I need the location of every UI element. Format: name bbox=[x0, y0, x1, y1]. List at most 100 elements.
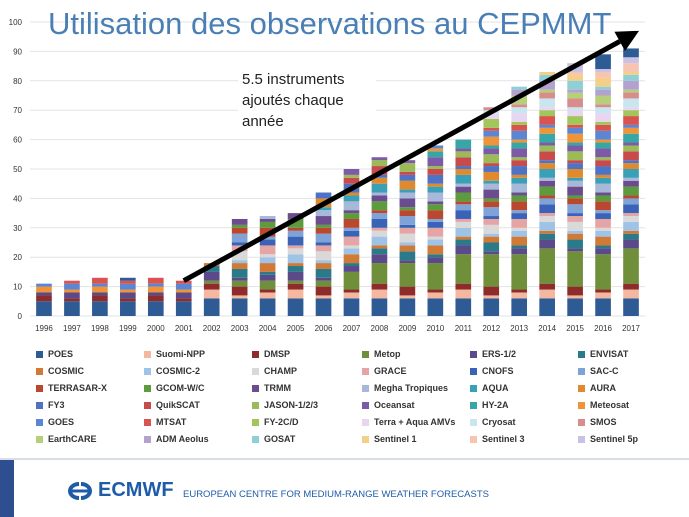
bar-segment-2015 bbox=[567, 151, 583, 161]
bar-segment-2006 bbox=[315, 298, 332, 316]
bar-segment-2012 bbox=[483, 254, 500, 287]
bar-segment-1997 bbox=[64, 298, 80, 302]
bar-segment-2002 bbox=[203, 271, 220, 281]
legend-item: EarthCARE bbox=[36, 434, 97, 444]
bar-segment-2017 bbox=[623, 63, 639, 72]
bar-segment-2009 bbox=[399, 210, 416, 217]
bar-segment-2015 bbox=[567, 251, 583, 287]
bar-segment-2016 bbox=[595, 177, 611, 184]
bar-segment-2013 bbox=[511, 157, 528, 161]
bar-segment-2010 bbox=[427, 257, 444, 264]
bar-segment-2015 bbox=[567, 71, 583, 75]
bar-segment-2017 bbox=[623, 221, 639, 231]
bar-segment-2015 bbox=[567, 169, 583, 178]
bar-segment-2015 bbox=[567, 295, 583, 299]
bar-segment-2012 bbox=[483, 207, 500, 217]
legend-item: AQUA bbox=[470, 383, 509, 393]
legend-item: TRMM bbox=[252, 383, 291, 393]
bar-segment-2014 bbox=[539, 216, 555, 222]
bar-segment-2016 bbox=[595, 89, 611, 96]
bar-segment-2010 bbox=[427, 174, 444, 184]
bar-segment-2015 bbox=[567, 239, 583, 249]
x-tick-label: 2017 bbox=[622, 324, 640, 333]
bar-segment-2007 bbox=[343, 271, 360, 290]
bar-segment-2011 bbox=[455, 201, 472, 205]
bar-segment-2012 bbox=[483, 233, 500, 237]
bar-segment-2017 bbox=[623, 92, 639, 99]
bar-segment-2013 bbox=[511, 183, 528, 193]
bar-segment-2016 bbox=[595, 142, 611, 149]
legend-swatch bbox=[144, 436, 151, 444]
bar-segment-2015 bbox=[567, 186, 583, 196]
legend-item: DMSP bbox=[252, 349, 290, 359]
bar-segment-2007 bbox=[343, 236, 360, 246]
legend-label: JASON-1/2/3 bbox=[264, 400, 319, 410]
bar-segment-2008 bbox=[371, 183, 388, 193]
bar-segment-2017 bbox=[623, 239, 639, 249]
bar-segment-2014 bbox=[539, 195, 555, 199]
legend-label: Meteosat bbox=[590, 400, 630, 410]
bar-segment-2013 bbox=[511, 174, 528, 178]
y-tick-label: 10 bbox=[13, 283, 22, 292]
legend-item: GRACE bbox=[362, 366, 407, 376]
bar-segment-2002 bbox=[203, 298, 220, 316]
bar-segment-2006 bbox=[315, 280, 332, 287]
bar-segment-2001 bbox=[175, 298, 192, 302]
bar-segment-1996 bbox=[36, 283, 52, 287]
legend-label: Sentinel 5p bbox=[590, 434, 639, 444]
bar-segment-2003 bbox=[231, 251, 248, 261]
x-tick-label: 2013 bbox=[510, 324, 528, 333]
bar-segment-2001 bbox=[175, 301, 192, 316]
bar-segment-2014 bbox=[539, 133, 555, 143]
legend-label: GRACE bbox=[374, 366, 407, 376]
legend-swatch bbox=[362, 436, 369, 444]
bar-segment-2017 bbox=[623, 48, 639, 58]
bar-segment-1997 bbox=[64, 283, 80, 290]
bar-segment-2005 bbox=[287, 266, 304, 272]
legend-swatch bbox=[144, 402, 151, 410]
bar-segment-2000 bbox=[147, 292, 164, 296]
bar-segment-2012 bbox=[483, 163, 500, 167]
bar-segment-2009 bbox=[399, 189, 416, 193]
bar-segment-2012 bbox=[483, 113, 500, 120]
x-tick-label: 2000 bbox=[147, 324, 165, 333]
bar-segment-2000 bbox=[147, 277, 164, 284]
bar-segment-2013 bbox=[511, 130, 528, 140]
legend-label: SAC-C bbox=[590, 366, 619, 376]
bar-segment-2004 bbox=[259, 274, 276, 281]
y-tick-label: 50 bbox=[13, 165, 22, 174]
bar-segment-2009 bbox=[399, 198, 416, 208]
bar-segment-2007 bbox=[343, 174, 360, 178]
bar-segment-2012 bbox=[483, 295, 500, 299]
bar-segment-2013 bbox=[511, 160, 528, 167]
bar-segment-2003 bbox=[231, 298, 248, 316]
bar-segment-2017 bbox=[623, 216, 639, 222]
bar-segment-2014 bbox=[539, 198, 555, 205]
bar-segment-2016 bbox=[595, 166, 611, 175]
legend-label: ADM Aeolus bbox=[156, 434, 209, 444]
legend-label: AURA bbox=[590, 383, 616, 393]
legend-item: MTSAT bbox=[144, 417, 186, 427]
bar-segment-2010 bbox=[427, 157, 444, 167]
bar-segment-2014 bbox=[539, 110, 555, 117]
bar-segment-2016 bbox=[595, 236, 611, 246]
bar-segment-2017 bbox=[623, 145, 639, 152]
bar-segment-2014 bbox=[539, 289, 555, 299]
bar-segment-2007 bbox=[343, 195, 360, 202]
legend-swatch bbox=[470, 419, 477, 427]
bar-segment-2008 bbox=[371, 160, 388, 167]
legend-item: SAC-C bbox=[578, 366, 619, 376]
bar-segment-2010 bbox=[427, 145, 444, 149]
bar-segment-2016 bbox=[595, 71, 611, 78]
bar-segment-2004 bbox=[259, 239, 276, 246]
x-tick-label: 1997 bbox=[63, 324, 81, 333]
legend-swatch bbox=[36, 385, 43, 393]
bar-segment-2003 bbox=[231, 277, 248, 281]
bar-segment-2001 bbox=[175, 280, 192, 284]
bar-segment-2011 bbox=[455, 254, 472, 284]
bar-segment-2013 bbox=[511, 104, 528, 108]
bar-segment-2011 bbox=[455, 139, 472, 149]
bar-segment-2010 bbox=[427, 192, 444, 202]
bar-segment-2009 bbox=[399, 298, 416, 316]
bar-segment-2010 bbox=[427, 292, 444, 299]
